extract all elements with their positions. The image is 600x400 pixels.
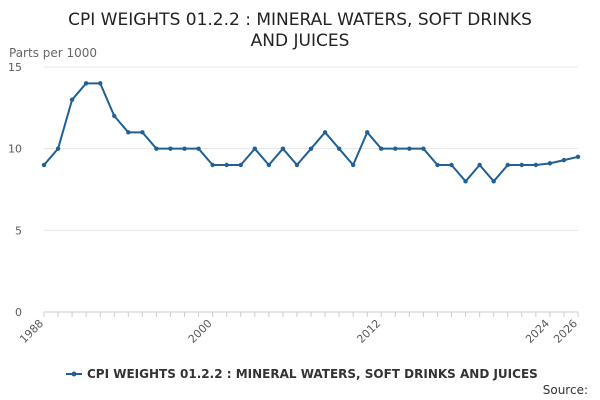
- data-point[interactable]: [266, 162, 272, 168]
- series-line: [43, 82, 579, 183]
- data-point[interactable]: [491, 179, 496, 184]
- data-point[interactable]: [519, 162, 524, 168]
- data-point[interactable]: [350, 162, 356, 168]
- chart-title-line: CPI WEIGHTS 01.2.2 : MINERAL WATERS, SOF…: [68, 10, 532, 30]
- data-point[interactable]: [280, 146, 286, 151]
- data-point[interactable]: [547, 161, 553, 166]
- data-point[interactable]: [154, 146, 159, 151]
- legend-marker-icon: [71, 371, 77, 377]
- data-point[interactable]: [421, 146, 426, 151]
- x-axis-ticks: 1988 2000 2012 2024 2026: [17, 312, 580, 346]
- data-point[interactable]: [252, 146, 257, 151]
- data-point[interactable]: [322, 130, 328, 135]
- data-point[interactable]: [168, 146, 173, 151]
- data-point[interactable]: [294, 162, 300, 168]
- data-point[interactable]: [533, 162, 539, 168]
- data-point[interactable]: [393, 146, 398, 151]
- legend-item-label: CPI WEIGHTS 01.2.2 : MINERAL WATERS, SOF…: [87, 367, 538, 381]
- data-point[interactable]: [224, 162, 229, 168]
- data-point[interactable]: [55, 146, 61, 151]
- grid-lines: [44, 66, 578, 313]
- series-group: [41, 81, 581, 184]
- data-point[interactable]: [575, 154, 581, 160]
- data-point[interactable]: [449, 162, 454, 168]
- data-point[interactable]: [112, 113, 117, 119]
- data-point[interactable]: [407, 146, 412, 151]
- data-point[interactable]: [69, 97, 75, 102]
- y-axis-label: Parts per 1000: [9, 46, 97, 60]
- data-point[interactable]: [336, 146, 342, 151]
- y-tick-label: 10: [8, 143, 22, 156]
- data-point[interactable]: [463, 179, 468, 184]
- data-point[interactable]: [83, 81, 89, 86]
- legend[interactable]: CPI WEIGHTS 01.2.2 : MINERAL WATERS, SOF…: [66, 367, 538, 381]
- x-tick-label: 2000: [186, 317, 215, 346]
- data-point[interactable]: [196, 146, 201, 151]
- data-point[interactable]: [41, 162, 47, 168]
- x-tick-label: 2026: [551, 317, 580, 346]
- data-point[interactable]: [126, 130, 131, 135]
- y-tick-label: 5: [15, 224, 22, 237]
- source-label: Source:: [543, 383, 588, 397]
- data-point[interactable]: [238, 162, 243, 168]
- data-point[interactable]: [365, 130, 370, 135]
- y-tick-label: 15: [8, 61, 22, 74]
- x-tick-label: 2024: [523, 317, 552, 346]
- data-point[interactable]: [210, 162, 215, 168]
- y-axis-ticks: 0 5 10 15: [8, 61, 22, 319]
- data-point[interactable]: [98, 81, 103, 86]
- y-tick-label: 0: [15, 306, 22, 319]
- data-point[interactable]: [182, 146, 187, 151]
- data-point[interactable]: [477, 162, 482, 168]
- x-tick-label: 2012: [354, 317, 383, 346]
- data-point[interactable]: [505, 162, 510, 168]
- chart-title: CPI WEIGHTS 01.2.2 : MINERAL WATERS, SOF…: [68, 10, 532, 51]
- data-point[interactable]: [561, 157, 567, 163]
- data-point[interactable]: [379, 146, 384, 151]
- data-point[interactable]: [308, 146, 314, 151]
- chart-title-line: AND JUICES: [251, 31, 350, 51]
- data-point[interactable]: [435, 162, 440, 168]
- data-point[interactable]: [140, 130, 145, 135]
- x-tick-label: 1988: [17, 317, 46, 346]
